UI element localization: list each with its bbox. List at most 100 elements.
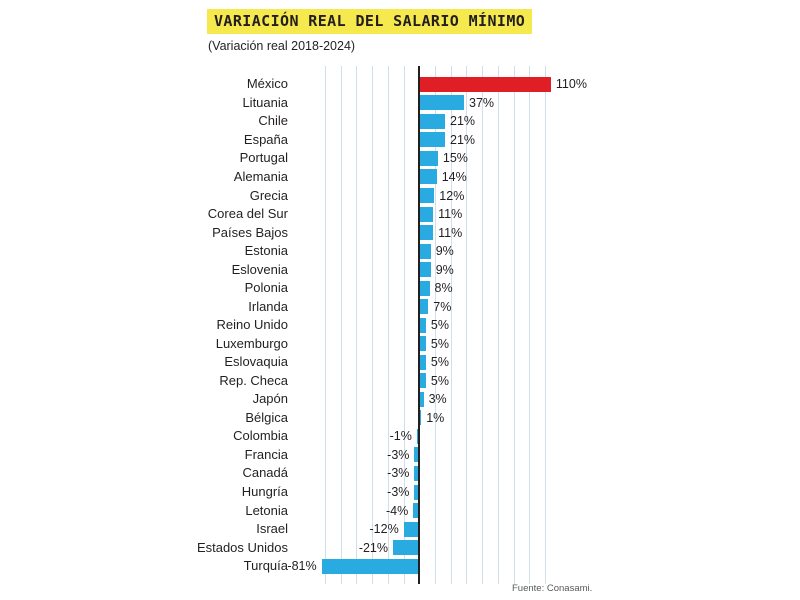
category-label: España	[243, 131, 288, 147]
value-label: -81%	[287, 559, 317, 574]
value-label: -3%	[387, 485, 410, 499]
bar	[420, 243, 431, 259]
category-label: Rep. Checa	[219, 372, 288, 388]
category-label: Reino Unido	[216, 317, 288, 333]
value-label: 7%	[433, 299, 452, 314]
value-label: 14%	[441, 169, 467, 184]
gridline	[529, 66, 531, 584]
bar	[420, 373, 426, 389]
value-label: -1%	[389, 429, 412, 444]
bar	[420, 280, 430, 296]
category-label: Japón	[252, 391, 288, 407]
chart-title: VARIACIÓN REAL DEL SALARIO MÍNIMO	[207, 9, 533, 34]
bar	[420, 354, 426, 370]
category-label: Turquía	[243, 558, 288, 574]
zero-axis-line	[418, 66, 420, 584]
value-label: 5%	[430, 336, 449, 351]
value-label: 11%	[438, 225, 463, 240]
bar	[420, 76, 551, 92]
bar	[414, 465, 418, 481]
value-label: -3%	[387, 447, 410, 462]
bar	[414, 484, 418, 500]
source-note: Fuente: Conasami.	[512, 583, 593, 594]
bar	[420, 206, 434, 222]
gridline	[466, 66, 468, 584]
value-label: -12%	[369, 522, 399, 536]
gridline	[545, 66, 547, 584]
bar	[420, 410, 422, 426]
bar	[414, 447, 418, 463]
bar	[321, 558, 418, 574]
value-label: 12%	[439, 188, 465, 203]
value-label: 8%	[434, 281, 453, 296]
value-label: 1%	[426, 410, 445, 425]
category-label: Colombia	[233, 428, 288, 444]
value-label: -4%	[385, 503, 409, 518]
category-label: Grecia	[249, 187, 288, 203]
bar	[420, 113, 445, 129]
bar	[420, 150, 438, 166]
value-label: 9%	[435, 262, 454, 277]
value-label: 21%	[450, 114, 476, 129]
gridline	[387, 66, 389, 584]
value-label: 15%	[442, 151, 468, 166]
bar	[420, 169, 437, 185]
category-label: Portugal	[239, 150, 288, 166]
value-label: 11%	[438, 207, 463, 221]
value-label: -21%	[358, 540, 388, 555]
gridline	[356, 66, 358, 584]
gridline	[372, 66, 374, 584]
value-label: 5%	[430, 355, 449, 370]
bar	[420, 225, 434, 240]
bar	[420, 95, 464, 111]
value-label: 5%	[430, 373, 449, 388]
category-label: Canadá	[242, 465, 288, 481]
chart-subtitle: (Variación real 2018-2024)	[208, 39, 356, 53]
value-label: 110%	[555, 77, 587, 92]
gridline	[435, 66, 437, 584]
gridline	[450, 66, 452, 584]
gridline	[340, 66, 342, 584]
category-label: Bélgica	[245, 409, 288, 425]
category-label: Letonia	[245, 502, 288, 518]
value-label: 37%	[469, 95, 495, 110]
bar	[403, 521, 418, 537]
category-label: Alemania	[233, 168, 288, 184]
bar	[420, 188, 435, 203]
bar	[420, 132, 445, 148]
bar	[420, 299, 429, 315]
bar	[393, 540, 418, 555]
bar	[420, 336, 426, 352]
value-label: 5%	[430, 318, 449, 333]
category-label: México	[246, 76, 288, 92]
gridline	[403, 66, 405, 584]
value-label: -3%	[387, 466, 410, 481]
value-label: 3%	[428, 392, 447, 407]
category-label: Israel	[256, 521, 288, 536]
bar	[420, 391, 424, 407]
category-label: Luxemburgo	[215, 335, 288, 351]
category-label: Lituania	[242, 94, 288, 110]
bar	[413, 503, 418, 518]
category-label: Eslovenia	[231, 261, 288, 277]
value-label: 9%	[435, 244, 454, 259]
bar	[416, 428, 418, 444]
gridline	[482, 66, 484, 584]
category-label: Francia	[244, 446, 288, 462]
category-label: Chile	[258, 113, 288, 129]
gridline	[325, 66, 326, 584]
category-label: Estonia	[244, 243, 288, 259]
category-label: Polonia	[244, 280, 288, 296]
category-label: Hungría	[241, 484, 288, 499]
gridline	[513, 66, 515, 584]
bar	[420, 317, 426, 333]
bar	[420, 262, 431, 278]
category-label: Eslovaquia	[224, 354, 288, 370]
category-label: Países Bajos	[212, 224, 288, 240]
value-label: 21%	[450, 132, 476, 147]
category-label: Estados Unidos	[196, 539, 288, 555]
gridline	[497, 66, 499, 584]
category-label: Irlanda	[248, 298, 288, 314]
